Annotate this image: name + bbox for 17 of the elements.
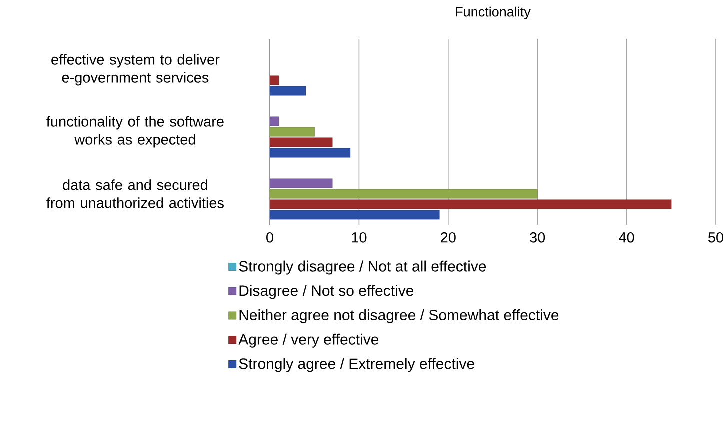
legend-label: Strongly disagree / Not at all effective (239, 260, 486, 275)
x-tick-label: 20 (441, 232, 456, 243)
x-tick-label: 10 (352, 232, 367, 243)
legend-label: Strongly agree / Extremely effective (239, 358, 474, 372)
x-tick-label: 40 (619, 232, 634, 243)
bar (270, 116, 280, 126)
x-tick-label: 30 (530, 232, 546, 243)
x-tick-label: 50 (708, 232, 724, 243)
y-tick-label: functionality of the software works as expected (46, 116, 224, 148)
legend-label: Neither agree not disagree / Somewhat effective (240, 310, 559, 324)
y-tick-label: data safe and secured from unauthorized activities (46, 180, 224, 208)
legend-label: Disagree / Not so effective (240, 285, 414, 300)
chart-title: Functionality (456, 6, 531, 20)
y-tick-label: effective system to deliver e-government services (52, 54, 220, 86)
bar (270, 178, 333, 188)
legend-label: Agree / very effective (238, 334, 379, 348)
x-tick-label: 0 (266, 232, 274, 243)
